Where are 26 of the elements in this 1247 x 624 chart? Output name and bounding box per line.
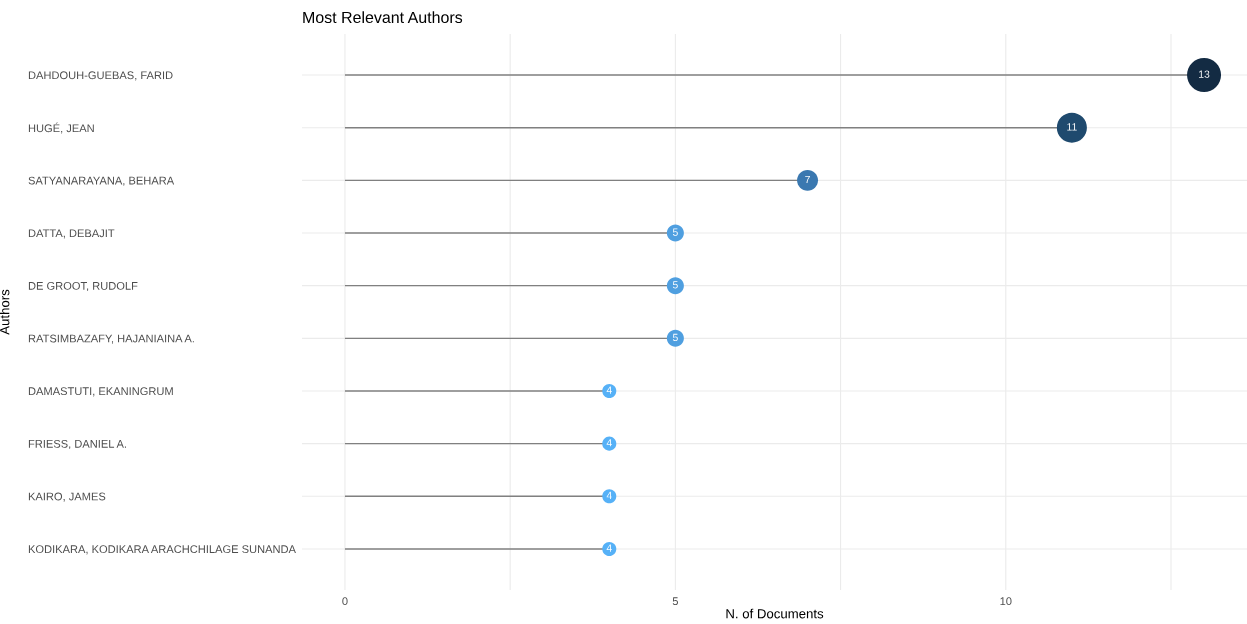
x-tick-label: 10: [1000, 597, 1012, 606]
data-label: 4: [606, 439, 612, 447]
x-tick-label: 0: [342, 597, 348, 606]
data-label: 11: [1067, 123, 1077, 131]
data-label: 5: [672, 228, 678, 236]
x-tick-label: 5: [672, 597, 678, 606]
data-label: 13: [1199, 70, 1210, 78]
y-tick-label: HUGÉ, JEAN: [28, 122, 94, 134]
data-label: 5: [672, 333, 678, 342]
chart-title: Most Relevant Authors: [303, 11, 463, 24]
y-tick-label: DATTA, DEBAJIT: [28, 229, 115, 239]
data-label: 5: [672, 281, 678, 289]
data-label: 4: [606, 491, 612, 499]
y-tick-label: KODIKARA, KODIKARA ARACHCHILAGE SUNANDA: [28, 545, 296, 555]
y-tick-label: DAMASTUTI, EKANINGRUM: [28, 387, 173, 397]
data-label: 7: [805, 175, 810, 184]
y-tick-label: DAHDOUH-GUEBAS, FARID: [28, 71, 173, 81]
y-tick-label: SATYANARAYANA, BEHARA: [28, 176, 175, 186]
data-label: 4: [606, 544, 612, 552]
y-tick-label: KAIRO, JAMES: [28, 492, 106, 502]
y-tick-label: FRIESS, DANIEL A.: [28, 439, 126, 450]
data-label: 4: [606, 386, 612, 394]
y-axis-title: Authors: [0, 289, 10, 335]
y-tick-label: RATSIMBAZAFY, HAJANIAINA A.: [28, 334, 194, 344]
x-axis-title: N. of Documents: [726, 608, 824, 619]
y-tick-label: DE GROOT, RUDOLF: [28, 281, 138, 292]
